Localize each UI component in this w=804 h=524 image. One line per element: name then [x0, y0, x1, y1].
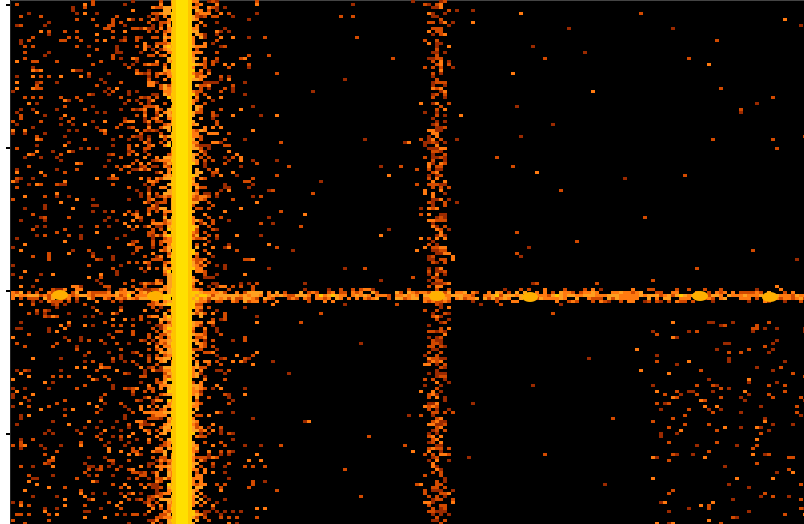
hot-spot	[52, 290, 68, 300]
hot-spot	[147, 291, 163, 301]
bright-band-core	[176, 0, 188, 524]
hot-spot	[522, 292, 538, 302]
hot-spot	[762, 292, 778, 302]
hot-spot	[692, 291, 708, 301]
hot-spot	[429, 291, 445, 301]
image-frame	[0, 0, 804, 524]
detector-image	[0, 0, 804, 524]
